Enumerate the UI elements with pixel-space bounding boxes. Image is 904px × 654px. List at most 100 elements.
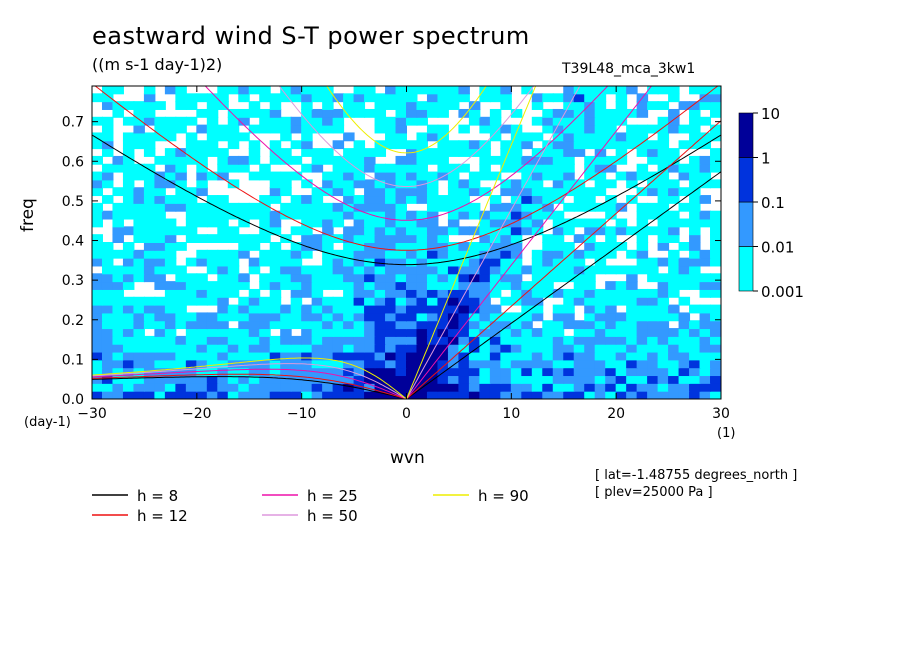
spectrum-cell [489, 155, 502, 165]
spectrum-cell [122, 116, 135, 126]
spectrum-cell [552, 312, 565, 322]
spectrum-cell [678, 124, 691, 134]
spectrum-cell [615, 226, 628, 236]
spectrum-cell [699, 390, 712, 399]
spectrum-cell [657, 320, 670, 330]
rossby-wave-curve [92, 363, 407, 399]
spectrum-cell [668, 265, 680, 275]
spectrum-cell [280, 351, 292, 361]
spectrum-cell [238, 86, 250, 95]
spectrum-cell [437, 93, 449, 103]
spectrum-cell [510, 218, 523, 228]
spectrum-cell [217, 343, 229, 353]
spectrum-cell [710, 226, 721, 236]
spectrum-cell [500, 101, 512, 110]
spectrum-cell [426, 273, 439, 283]
spectrum-cell [353, 249, 366, 259]
spectrum-cell [573, 93, 586, 103]
spectrum-cell [657, 242, 670, 251]
spectrum-cell [510, 390, 523, 399]
spectrum-cell [395, 101, 407, 110]
spectrum-cell [689, 132, 701, 142]
spectrum-cell [647, 382, 659, 392]
spectrum-cell [112, 375, 124, 384]
spectrum-cell [563, 155, 575, 165]
spectrum-cell [364, 179, 376, 189]
spectrum-cell [332, 296, 345, 306]
spectrum-cell [154, 328, 166, 337]
spectrum-cell [531, 359, 544, 369]
spectrum-cell [689, 343, 701, 353]
spectrum-cell [437, 375, 449, 384]
spectrum-cell [657, 390, 670, 399]
spectrum-cell [426, 187, 439, 197]
spectrum-cell [447, 226, 460, 236]
spectrum-cell [678, 367, 691, 377]
spectrum-cell [343, 304, 355, 314]
spectrum-cell [406, 234, 418, 243]
spectrum-cell [468, 390, 481, 399]
spectrum-cell [489, 242, 502, 251]
spectrum-cell [563, 124, 575, 134]
spectrum-cell [206, 140, 219, 150]
spectrum-cell [196, 124, 208, 134]
spectrum-cell [322, 101, 334, 110]
spectrum-cell [458, 257, 470, 267]
spectrum-cell [489, 124, 502, 134]
spectrum-cell [416, 226, 428, 236]
spectrum-cell [269, 171, 282, 181]
spectrum-cell [196, 148, 208, 157]
spectrum-cell [668, 335, 680, 345]
spectrum-cell [122, 179, 135, 189]
spectrum-cell [584, 202, 596, 212]
spectrum-cell [364, 148, 376, 157]
spectrum-cell [552, 148, 565, 157]
spectrum-cell [447, 273, 460, 283]
spectrum-cell [290, 265, 303, 275]
spectrum-cell [322, 312, 334, 322]
spectrum-cell [385, 375, 397, 384]
spectrum-cell [710, 218, 721, 228]
spectrum-cell [489, 335, 502, 345]
spectrum-cell [395, 359, 407, 369]
spectrum-cell [447, 101, 460, 110]
spectrum-cell [552, 210, 565, 220]
spectrum-cell [322, 328, 334, 337]
spectrum-cell [689, 140, 701, 150]
spectrum-cell [154, 202, 166, 212]
spectrum-cell [678, 343, 691, 353]
spectrum-cell [364, 367, 376, 377]
spectrum-cell [647, 101, 659, 110]
spectrum-cell [426, 367, 439, 377]
spectrum-cell [594, 265, 607, 275]
spectrum-cell [353, 265, 366, 275]
spectrum-cell [542, 320, 554, 330]
spectrum-cell [605, 288, 617, 298]
spectrum-cell [426, 93, 439, 103]
spectrum-cell [500, 210, 512, 220]
spectrum-cell [458, 140, 470, 150]
spectrum-cell [594, 343, 607, 353]
spectrum-cell [164, 367, 177, 377]
spectrum-cell [615, 116, 628, 126]
spectrum-cell [112, 390, 124, 399]
spectrum-cell [311, 202, 324, 212]
spectrum-cell [636, 242, 649, 251]
spectrum-cell [542, 163, 554, 173]
spectrum-cell [563, 351, 575, 361]
spectrum-cell [395, 171, 407, 181]
spectrum-cell [290, 343, 303, 353]
spectrum-cell [101, 163, 114, 173]
spectrum-cell [311, 210, 324, 220]
spectrum-cell [322, 359, 334, 369]
spectrum-cell [269, 375, 282, 384]
spectrum-cell [563, 116, 575, 126]
spectrum-cell [573, 359, 586, 369]
spectrum-cell [563, 93, 575, 103]
spectrum-cell [185, 375, 198, 384]
spectrum-cell [332, 390, 345, 399]
spectrum-cell [343, 328, 355, 337]
spectrum-cell [332, 367, 345, 377]
spectrum-cell [426, 124, 439, 134]
spectrum-cell [154, 335, 166, 345]
